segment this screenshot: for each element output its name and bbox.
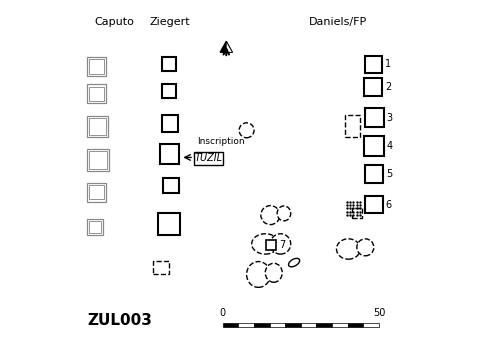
Bar xyxy=(266,239,276,250)
Text: TUZIL: TUZIL xyxy=(194,154,222,163)
Ellipse shape xyxy=(270,234,290,254)
Ellipse shape xyxy=(261,206,280,225)
Bar xyxy=(254,323,270,327)
Ellipse shape xyxy=(266,263,282,282)
Bar xyxy=(89,87,104,101)
Bar xyxy=(301,323,316,327)
Text: 3: 3 xyxy=(386,113,393,122)
Ellipse shape xyxy=(252,234,279,254)
Text: Ziegert: Ziegert xyxy=(150,17,190,27)
Bar xyxy=(364,136,384,156)
Bar xyxy=(89,60,104,74)
Bar xyxy=(286,323,301,327)
Text: 1: 1 xyxy=(385,59,391,69)
Bar xyxy=(87,149,109,171)
Bar xyxy=(364,78,382,96)
Bar xyxy=(89,221,102,234)
Text: ZUL003: ZUL003 xyxy=(87,313,152,328)
Bar xyxy=(87,57,106,76)
Bar xyxy=(352,208,362,219)
Bar xyxy=(223,323,238,327)
Text: 4: 4 xyxy=(386,141,393,151)
Text: 50: 50 xyxy=(372,308,385,318)
Text: 2: 2 xyxy=(385,82,392,92)
Bar xyxy=(162,84,176,98)
Text: 0: 0 xyxy=(220,308,226,318)
Bar xyxy=(162,115,178,132)
Ellipse shape xyxy=(357,239,374,256)
Bar xyxy=(87,183,106,201)
Bar xyxy=(87,84,106,103)
Ellipse shape xyxy=(288,258,300,267)
Ellipse shape xyxy=(336,239,360,259)
Bar xyxy=(87,219,104,235)
Bar xyxy=(154,261,168,275)
Text: 7: 7 xyxy=(279,240,285,250)
Text: Caputo: Caputo xyxy=(94,17,134,27)
Text: 6: 6 xyxy=(386,200,392,210)
Polygon shape xyxy=(220,41,232,52)
Bar xyxy=(366,108,384,127)
Bar xyxy=(162,57,176,71)
Ellipse shape xyxy=(277,206,290,221)
Bar xyxy=(316,323,332,327)
Ellipse shape xyxy=(246,262,270,287)
Text: Daniels/FP: Daniels/FP xyxy=(309,17,368,27)
Bar xyxy=(160,144,179,164)
Ellipse shape xyxy=(239,123,254,138)
Bar xyxy=(158,213,180,235)
Bar xyxy=(89,151,107,169)
Text: 5: 5 xyxy=(386,169,392,179)
Polygon shape xyxy=(226,41,232,52)
Bar xyxy=(238,323,254,327)
Bar xyxy=(366,196,383,213)
Bar xyxy=(366,165,383,183)
Text: Inscription: Inscription xyxy=(198,136,245,146)
Bar xyxy=(164,178,179,193)
Bar xyxy=(194,152,223,165)
Bar xyxy=(87,116,108,137)
Bar xyxy=(348,323,364,327)
Bar xyxy=(89,118,106,135)
Bar xyxy=(89,185,104,199)
Bar xyxy=(345,115,360,137)
Bar xyxy=(364,323,379,327)
Bar xyxy=(270,323,285,327)
Bar xyxy=(366,56,382,73)
Bar xyxy=(332,323,347,327)
